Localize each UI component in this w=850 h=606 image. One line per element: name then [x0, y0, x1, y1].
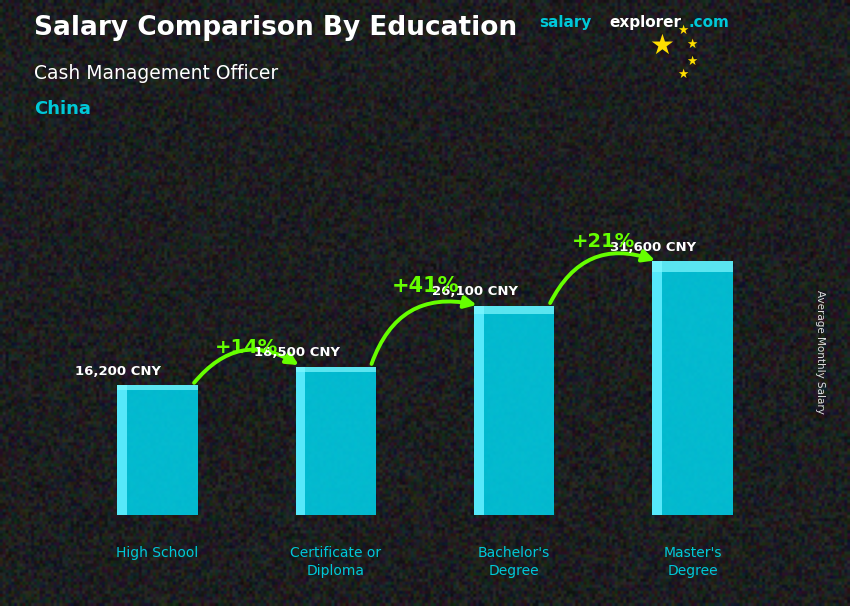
Text: ★: ★: [649, 32, 674, 60]
Bar: [296, 367, 376, 373]
Bar: [117, 385, 127, 515]
Text: ★: ★: [687, 38, 698, 50]
Text: +14%: +14%: [215, 338, 278, 357]
Text: .com: .com: [688, 15, 729, 30]
Text: 31,600 CNY: 31,600 CNY: [610, 241, 696, 254]
Text: +41%: +41%: [391, 276, 459, 296]
Text: Master's
Degree: Master's Degree: [663, 545, 722, 578]
Text: 26,100 CNY: 26,100 CNY: [432, 285, 518, 298]
Bar: [117, 385, 198, 515]
Text: High School: High School: [116, 545, 199, 559]
Text: ★: ★: [687, 55, 698, 68]
Bar: [652, 261, 662, 515]
Text: Bachelor's
Degree: Bachelor's Degree: [478, 545, 550, 578]
Text: 16,200 CNY: 16,200 CNY: [76, 365, 162, 378]
Bar: [474, 305, 554, 515]
Bar: [652, 261, 733, 271]
Bar: [296, 367, 376, 515]
Text: Average Monthly Salary: Average Monthly Salary: [815, 290, 825, 413]
Text: 18,500 CNY: 18,500 CNY: [253, 346, 340, 359]
Text: Cash Management Officer: Cash Management Officer: [34, 64, 278, 82]
Text: ★: ★: [677, 24, 688, 38]
Text: salary: salary: [540, 15, 592, 30]
Text: explorer: explorer: [609, 15, 682, 30]
Bar: [474, 305, 484, 515]
Text: +21%: +21%: [572, 233, 635, 251]
Bar: [117, 385, 198, 390]
Text: Certificate or
Diploma: Certificate or Diploma: [291, 545, 382, 578]
Text: ★: ★: [677, 68, 688, 81]
Text: Salary Comparison By Education: Salary Comparison By Education: [34, 15, 517, 41]
Bar: [474, 305, 554, 314]
Bar: [652, 261, 733, 515]
Bar: [296, 367, 305, 515]
Text: China: China: [34, 100, 91, 118]
